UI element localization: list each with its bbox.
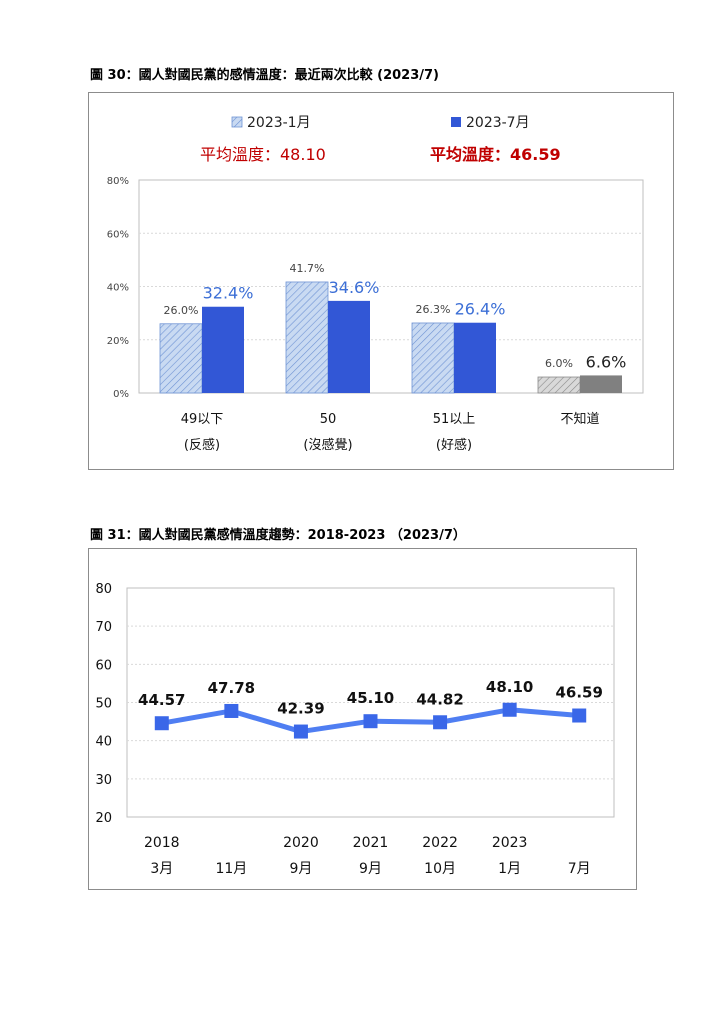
y-tick-label: 50 bbox=[95, 697, 112, 712]
bar-series-1 bbox=[285, 281, 329, 394]
avg-label-series-1: 平均溫度：48.10 bbox=[200, 145, 326, 164]
x-tick-label: 2023 bbox=[492, 835, 528, 851]
bar-series-1 bbox=[411, 322, 455, 394]
category-label: 51以上 bbox=[433, 412, 476, 427]
data-label-series-2: 26.4% bbox=[455, 300, 506, 319]
legend-swatch-series-1 bbox=[231, 116, 243, 128]
bar-series-2 bbox=[202, 306, 244, 393]
category-sublabel: (反感) bbox=[184, 437, 220, 453]
data-point bbox=[363, 714, 378, 729]
x-tick-sublabel: 7月 bbox=[568, 861, 591, 877]
data-label-series-1: 26.0% bbox=[164, 304, 199, 317]
data-label: 46.59 bbox=[555, 684, 602, 702]
category-sublabel: (沒感覺) bbox=[303, 437, 352, 453]
x-tick-sublabel: 9月 bbox=[289, 861, 312, 877]
data-label: 42.39 bbox=[277, 700, 324, 718]
data-label-series-1: 6.0% bbox=[545, 357, 573, 370]
y-tick-label: 0% bbox=[113, 389, 129, 400]
category-label: 不知道 bbox=[560, 411, 599, 427]
y-tick-label: 40% bbox=[107, 283, 129, 294]
data-point bbox=[293, 724, 308, 739]
y-tick-label: 30 bbox=[95, 773, 112, 788]
y-tick-label: 80% bbox=[107, 176, 129, 187]
category-label: 50 bbox=[320, 412, 337, 427]
bar-series-2 bbox=[454, 322, 496, 393]
category-sublabel: (好感) bbox=[436, 437, 472, 453]
y-tick-label: 20% bbox=[107, 336, 129, 347]
x-tick-sublabel: 3月 bbox=[150, 861, 173, 877]
y-tick-label: 70 bbox=[95, 620, 112, 635]
chart1-frame bbox=[88, 92, 674, 470]
legend-label-series-1: 2023-1月 bbox=[247, 115, 311, 131]
data-label: 44.57 bbox=[138, 691, 185, 709]
x-tick-label: 2018 bbox=[144, 835, 180, 851]
x-tick-sublabel: 9月 bbox=[359, 861, 382, 877]
data-point bbox=[502, 702, 517, 717]
data-point bbox=[433, 715, 448, 730]
x-tick-label: 2021 bbox=[353, 835, 389, 851]
x-tick-label: 2020 bbox=[283, 835, 319, 851]
data-label: 45.10 bbox=[347, 689, 394, 707]
data-label: 44.82 bbox=[416, 690, 463, 708]
chart2-caption: 圖 31：國人對國民黨感情溫度趨勢：2018-2023 （2023/7） bbox=[90, 528, 466, 543]
data-label-series-2: 32.4% bbox=[203, 284, 254, 303]
y-tick-label: 60 bbox=[95, 658, 112, 673]
bar-series-1 bbox=[159, 323, 203, 394]
y-tick-label: 20 bbox=[95, 811, 112, 826]
y-tick-label: 60% bbox=[107, 229, 129, 240]
data-label-series-1: 41.7% bbox=[290, 262, 325, 275]
data-point bbox=[154, 716, 169, 731]
x-tick-sublabel: 1月 bbox=[498, 861, 521, 877]
data-point bbox=[572, 708, 587, 723]
legend-swatch-series-2 bbox=[451, 117, 461, 127]
data-label: 48.10 bbox=[486, 678, 533, 696]
data-label: 47.78 bbox=[208, 679, 255, 697]
y-tick-label: 40 bbox=[95, 735, 112, 750]
y-tick-label: 80 bbox=[95, 582, 112, 597]
x-tick-sublabel: 11月 bbox=[215, 861, 247, 877]
avg-label-series-2: 平均溫度：46.59 bbox=[430, 145, 561, 164]
data-label-series-1: 26.3% bbox=[416, 303, 451, 316]
x-tick-label: 2022 bbox=[422, 835, 458, 851]
category-label: 49以下 bbox=[181, 412, 224, 427]
data-label-series-2: 34.6% bbox=[329, 278, 380, 297]
bar-series-2 bbox=[328, 300, 370, 393]
data-point bbox=[224, 703, 239, 718]
x-tick-sublabel: 10月 bbox=[424, 861, 456, 877]
bar-series-2 bbox=[580, 375, 622, 393]
data-label-series-2: 6.6% bbox=[586, 352, 627, 371]
legend-label-series-2: 2023-7月 bbox=[466, 115, 530, 131]
chart1-caption: 圖 30：國人對國民黨的感情溫度：最近兩次比較 (2023/7) bbox=[90, 68, 440, 83]
